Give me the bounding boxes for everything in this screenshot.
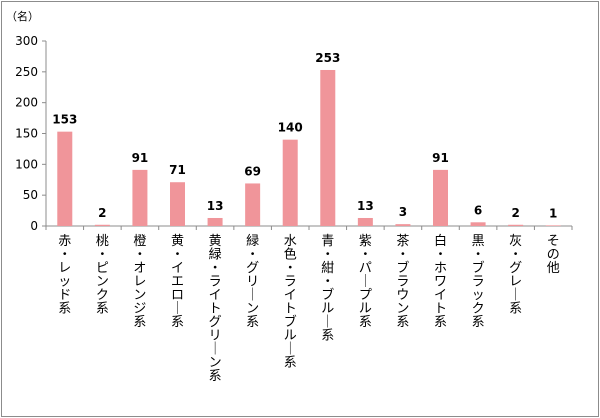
bar bbox=[395, 224, 411, 226]
category-label: 灰・グレ｜系 bbox=[509, 234, 522, 317]
data-label: 13 bbox=[357, 199, 374, 213]
y-tick-label: 250 bbox=[15, 65, 38, 79]
category-label: 緑・グリ｜ン系 bbox=[246, 234, 259, 330]
data-label: 1 bbox=[549, 206, 557, 220]
y-tick-label: 0 bbox=[30, 219, 38, 233]
bar bbox=[320, 69, 336, 226]
category-label: 桃・ピンク系 bbox=[96, 234, 109, 317]
bar bbox=[132, 169, 148, 226]
bar bbox=[207, 217, 223, 226]
category-label: 橙・オレンジ系 bbox=[133, 234, 146, 330]
data-label: 153 bbox=[52, 113, 77, 127]
data-label: 13 bbox=[207, 199, 224, 213]
category-label: 紫・パ｜プル系 bbox=[359, 234, 372, 330]
data-label: 91 bbox=[132, 151, 149, 165]
category-label: 黄緑・ライトグリ｜ン系 bbox=[209, 234, 222, 384]
data-label: 140 bbox=[278, 121, 303, 135]
y-tick-label: 150 bbox=[15, 127, 38, 141]
data-label: 2 bbox=[98, 206, 106, 220]
data-labels: 153 2 91 71 13 69 140 253 13 3 91 6 2 1 bbox=[52, 51, 557, 220]
bar bbox=[545, 225, 561, 226]
bars bbox=[57, 69, 561, 226]
bar bbox=[470, 222, 486, 226]
category-label: 黒・ブラック系 bbox=[472, 234, 485, 330]
y-tick-label: 200 bbox=[15, 96, 38, 110]
category-label: その他 bbox=[547, 234, 560, 276]
bar bbox=[357, 217, 373, 226]
category-label: 赤・レッド系 bbox=[58, 234, 71, 317]
category-label: 水色・ライトブル｜系 bbox=[284, 234, 297, 371]
category-label: 青・紺・ブル｜系 bbox=[321, 234, 334, 344]
y-tick-label: 300 bbox=[15, 34, 38, 48]
bar bbox=[508, 224, 524, 226]
data-label: 2 bbox=[511, 206, 519, 220]
bar bbox=[245, 183, 261, 226]
y-tick-label: 100 bbox=[15, 157, 38, 171]
data-label: 91 bbox=[432, 151, 449, 165]
bar bbox=[57, 131, 73, 226]
bar bbox=[282, 139, 298, 226]
category-labels: 赤・レッド系 桃・ピンク系 橙・オレンジ系 黄・イエロ｜系 黄緑・ライトグリ｜ン系 緑・グ… bbox=[58, 233, 559, 384]
bar bbox=[433, 169, 448, 226]
category-label: 白・ホワイト系 bbox=[434, 233, 447, 330]
category-label: 黄・イエロ｜系 bbox=[171, 234, 184, 330]
category-label: 茶・ブラウン系 bbox=[396, 233, 409, 330]
bar bbox=[170, 182, 185, 226]
data-label: 69 bbox=[244, 164, 261, 178]
data-label: 6 bbox=[474, 203, 482, 217]
data-label: 3 bbox=[399, 205, 407, 219]
y-axis-unit-label: （名） bbox=[6, 9, 39, 23]
data-label: 253 bbox=[315, 51, 340, 65]
data-label: 71 bbox=[169, 163, 186, 177]
bar bbox=[94, 224, 110, 226]
y-tick-label: 50 bbox=[23, 188, 38, 202]
